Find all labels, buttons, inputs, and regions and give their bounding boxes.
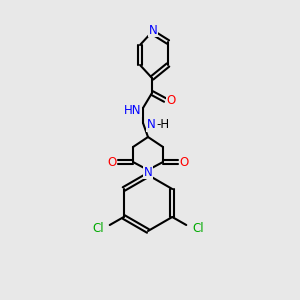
Text: N: N	[147, 118, 155, 131]
Text: N: N	[148, 23, 158, 37]
Text: -H: -H	[156, 118, 170, 131]
Text: O: O	[167, 94, 176, 106]
Text: O: O	[179, 155, 189, 169]
Text: Cl: Cl	[192, 223, 204, 236]
Text: Cl: Cl	[92, 223, 103, 236]
Text: HN: HN	[124, 103, 142, 116]
Text: N: N	[144, 166, 152, 178]
Text: O: O	[107, 155, 117, 169]
